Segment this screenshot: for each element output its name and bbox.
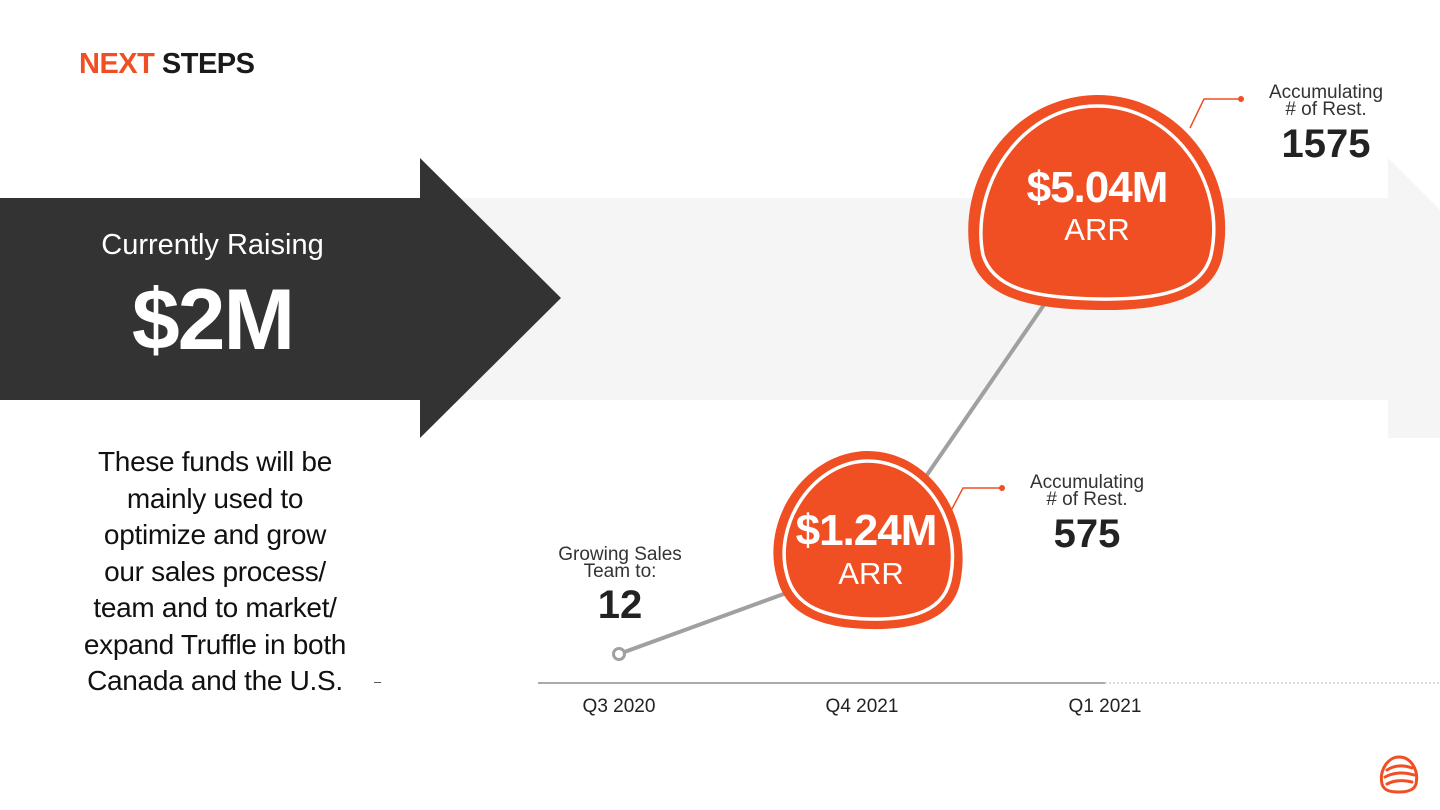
funds-line: expand Truffle in both — [83, 628, 347, 660]
leader-line — [1189, 98, 1240, 129]
x-tick-label: Q1 2021 — [1068, 696, 1142, 717]
raising-label: Currently Raising — [101, 229, 324, 261]
arr-blob-q1-ring — [979, 104, 1216, 301]
annotation-line: # of Rest. — [1285, 99, 1367, 120]
page-title: NEXT STEPS — [79, 48, 255, 81]
arr-unit-q4: ARR — [838, 556, 904, 591]
title-word-steps: STEPS — [161, 48, 255, 80]
x-tick-label: Q4 2021 — [825, 696, 899, 717]
annotation-value-q3: 12 — [597, 583, 643, 627]
arr-unit-q1: ARR — [1064, 212, 1130, 247]
annotation-label-q1: Accumulating # of Rest. — [1246, 82, 1406, 120]
leader-dot — [1238, 96, 1244, 102]
arr-value-q1: $5.04M — [1026, 163, 1169, 212]
annotation-label-q3: Growing Sales Team to: — [540, 544, 700, 582]
arr-blob-q4 — [773, 450, 963, 630]
annotation-line: Accumulating — [1268, 82, 1384, 103]
annotation-label-q4: Accumulating # of Rest. — [1007, 472, 1167, 510]
funds-line: team and to market/ — [93, 592, 337, 623]
annotation-line: Growing Sales — [558, 544, 682, 565]
annotation-value-q1: 1575 — [1281, 122, 1371, 166]
annotation-value-q4: 575 — [1053, 512, 1121, 556]
truffle-logo-icon — [1379, 755, 1419, 794]
annotation-line: Team to: — [583, 561, 657, 582]
arr-blob-q1 — [968, 94, 1226, 311]
funds-description: These funds will be mainly used to optim… — [55, 444, 375, 700]
funds-line: optimize and grow — [103, 519, 327, 550]
annotation-line: # of Rest. — [1046, 489, 1128, 510]
annotation-line: Accumulating — [1029, 472, 1145, 493]
x-tick-label: Q3 2020 — [582, 696, 656, 717]
funds-line: mainly used to — [126, 482, 304, 514]
series-line-segment — [618, 586, 801, 656]
dark-arrow — [0, 158, 561, 438]
funds-line: These funds will be — [98, 446, 332, 477]
title-word-next: NEXT — [79, 48, 155, 80]
arr-value-q4: $1.24M — [795, 506, 938, 555]
series-line-segment — [916, 294, 1052, 490]
arr-blob-q4-ring — [782, 459, 955, 621]
funds-line: our sales process/ — [104, 555, 326, 587]
raising-amount: $2M — [131, 272, 295, 368]
funds-line: Canada and the U.S. — [87, 665, 343, 696]
leader-dot — [999, 485, 1005, 491]
start-point — [612, 647, 626, 661]
stray-dash — [374, 682, 381, 683]
